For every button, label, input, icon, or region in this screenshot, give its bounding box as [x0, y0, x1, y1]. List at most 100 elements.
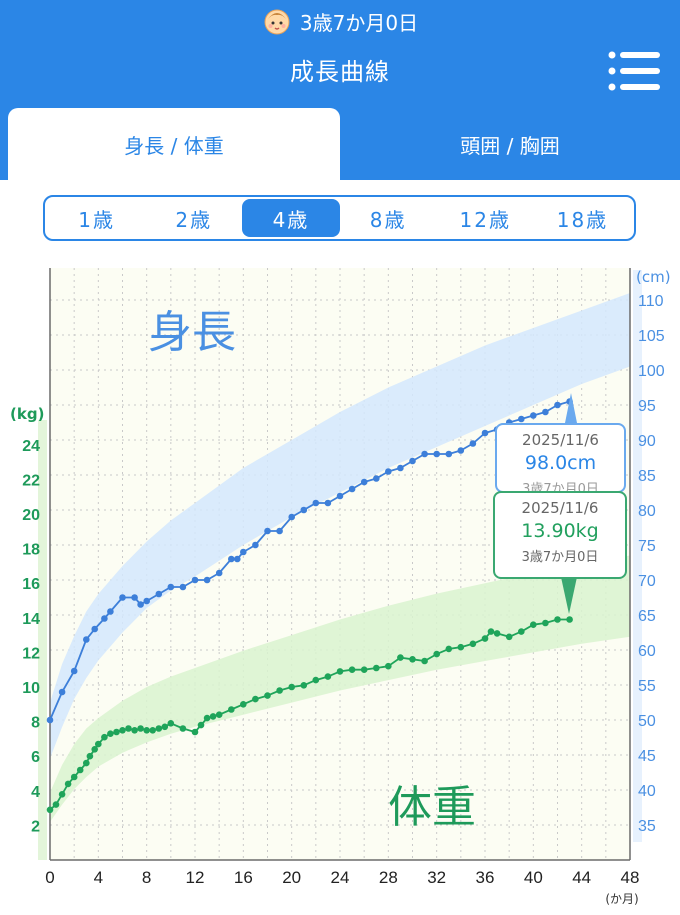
height-series-point[interactable] — [409, 457, 416, 465]
height-series-point[interactable] — [530, 412, 537, 419]
weight-series-point[interactable] — [107, 730, 114, 737]
weight-series-point[interactable] — [131, 727, 138, 734]
weight-series-point[interactable] — [493, 630, 501, 637]
weight-series-point[interactable] — [155, 725, 163, 732]
height-series-point[interactable] — [70, 667, 78, 675]
weight-series-point[interactable] — [457, 643, 465, 651]
weight-series-point[interactable] — [149, 727, 156, 734]
height-series-point[interactable] — [518, 415, 525, 423]
range-18-years[interactable]: 18歳 — [556, 207, 609, 232]
weight-series-point[interactable] — [203, 714, 211, 722]
weight-series-point[interactable] — [137, 725, 144, 732]
weight-series-point[interactable] — [83, 759, 90, 767]
weight-series-point[interactable] — [360, 666, 368, 673]
weight-series-point[interactable] — [64, 780, 72, 788]
weight-series-point[interactable] — [324, 673, 332, 680]
weight-series-point[interactable] — [348, 666, 356, 673]
weight-series-point[interactable] — [125, 725, 132, 732]
height-series-point[interactable] — [385, 468, 392, 475]
weight-series-point[interactable] — [167, 720, 175, 727]
height-series-point[interactable] — [300, 506, 308, 514]
weight-series-point[interactable] — [228, 706, 235, 713]
growth-chart[interactable]: 0 4 8 12 16 20 24 28 32 36 40 44 48(か月)3540455055606… — [0, 255, 680, 915]
weight-series-point[interactable] — [469, 640, 477, 648]
weight-series-point[interactable] — [530, 621, 537, 628]
weight-series-point[interactable] — [409, 656, 416, 663]
weight-series-point[interactable] — [91, 746, 98, 753]
weight-series-point[interactable] — [252, 695, 259, 703]
height-series-point[interactable] — [240, 548, 247, 556]
height-series-point[interactable] — [101, 615, 108, 622]
range-4-years[interactable]: 4歳 — [242, 199, 340, 237]
height-series-point[interactable] — [234, 555, 241, 563]
height-series-point[interactable] — [83, 636, 90, 643]
height-series-point[interactable] — [46, 716, 54, 724]
range-2-years[interactable]: 2歳 — [175, 207, 213, 232]
height-series-point[interactable] — [457, 447, 465, 454]
weight-series-point[interactable] — [215, 711, 223, 718]
height-series-point[interactable] — [445, 450, 453, 458]
height-series-point[interactable] — [397, 464, 404, 472]
weight-series-point[interactable] — [566, 616, 573, 623]
weight-series-point[interactable] — [197, 721, 205, 729]
height-series-point[interactable] — [91, 625, 98, 633]
weight-series-point[interactable] — [288, 683, 296, 691]
weight-series-point[interactable] — [518, 628, 525, 635]
tab-height-weight[interactable]: 身長 / 体重 — [8, 108, 340, 180]
weight-series-point[interactable] — [240, 701, 247, 708]
weight-series-point[interactable] — [505, 633, 513, 641]
weight-series-point[interactable] — [86, 752, 94, 760]
height-series-point[interactable] — [336, 492, 344, 500]
weight-series-point[interactable] — [276, 687, 283, 694]
height-series-point[interactable] — [348, 485, 356, 493]
weight-series-point[interactable] — [76, 766, 84, 774]
weight-series-point[interactable] — [161, 723, 169, 731]
height-series-point[interactable] — [554, 401, 561, 409]
height-series-point[interactable] — [215, 569, 223, 577]
weight-series-point[interactable] — [264, 692, 271, 699]
weight-series-point[interactable] — [481, 635, 489, 642]
height-series-point[interactable] — [360, 478, 368, 486]
weight-series-point[interactable] — [397, 654, 404, 661]
height-series-point[interactable] — [324, 499, 332, 507]
weight-series-point[interactable] — [209, 713, 217, 720]
range-12-years[interactable]: 12歳 — [459, 207, 511, 232]
weight-series-point[interactable] — [70, 773, 78, 781]
weight-series-point[interactable] — [487, 628, 495, 635]
weight-series-point[interactable] — [542, 619, 549, 627]
weight-series-point[interactable] — [46, 806, 54, 814]
range-8-years[interactable]: 8歳 — [369, 207, 407, 232]
height-series-point[interactable] — [107, 608, 114, 615]
height-series-point[interactable] — [433, 450, 441, 458]
weight-series-point[interactable] — [445, 645, 453, 653]
height-series-point[interactable] — [252, 541, 259, 549]
weight-series-point[interactable] — [191, 728, 199, 736]
height-series-point[interactable] — [131, 594, 138, 601]
height-series-point[interactable] — [288, 513, 296, 521]
weight-series-point[interactable] — [312, 676, 320, 684]
height-series-point[interactable] — [179, 583, 187, 591]
height-series-point[interactable] — [373, 475, 380, 482]
height-series-point[interactable] — [119, 594, 126, 601]
weight-series-point[interactable] — [119, 727, 126, 734]
height-series-point[interactable] — [276, 527, 283, 535]
height-series-point[interactable] — [143, 597, 150, 605]
weight-series-point[interactable] — [421, 657, 428, 665]
height-series-point[interactable] — [421, 450, 428, 458]
weight-series-point[interactable] — [385, 662, 392, 670]
range-1-year[interactable]: 1歳 — [78, 207, 115, 232]
height-series-point[interactable] — [264, 527, 271, 535]
menu-icon[interactable] — [608, 50, 660, 92]
height-series-point[interactable] — [58, 688, 66, 696]
height-series-point[interactable] — [191, 576, 199, 584]
weight-series-point[interactable] — [143, 727, 150, 734]
weight-series-point[interactable] — [179, 725, 187, 732]
height-series-point[interactable] — [469, 440, 477, 447]
height-series-point[interactable] — [481, 429, 489, 437]
height-series-point[interactable] — [203, 576, 211, 584]
height-series-point[interactable] — [167, 583, 175, 591]
weight-series-point[interactable] — [101, 733, 108, 741]
weight-series-point[interactable] — [58, 791, 66, 798]
height-series-point[interactable] — [155, 590, 163, 598]
height-series-point[interactable] — [228, 555, 235, 563]
